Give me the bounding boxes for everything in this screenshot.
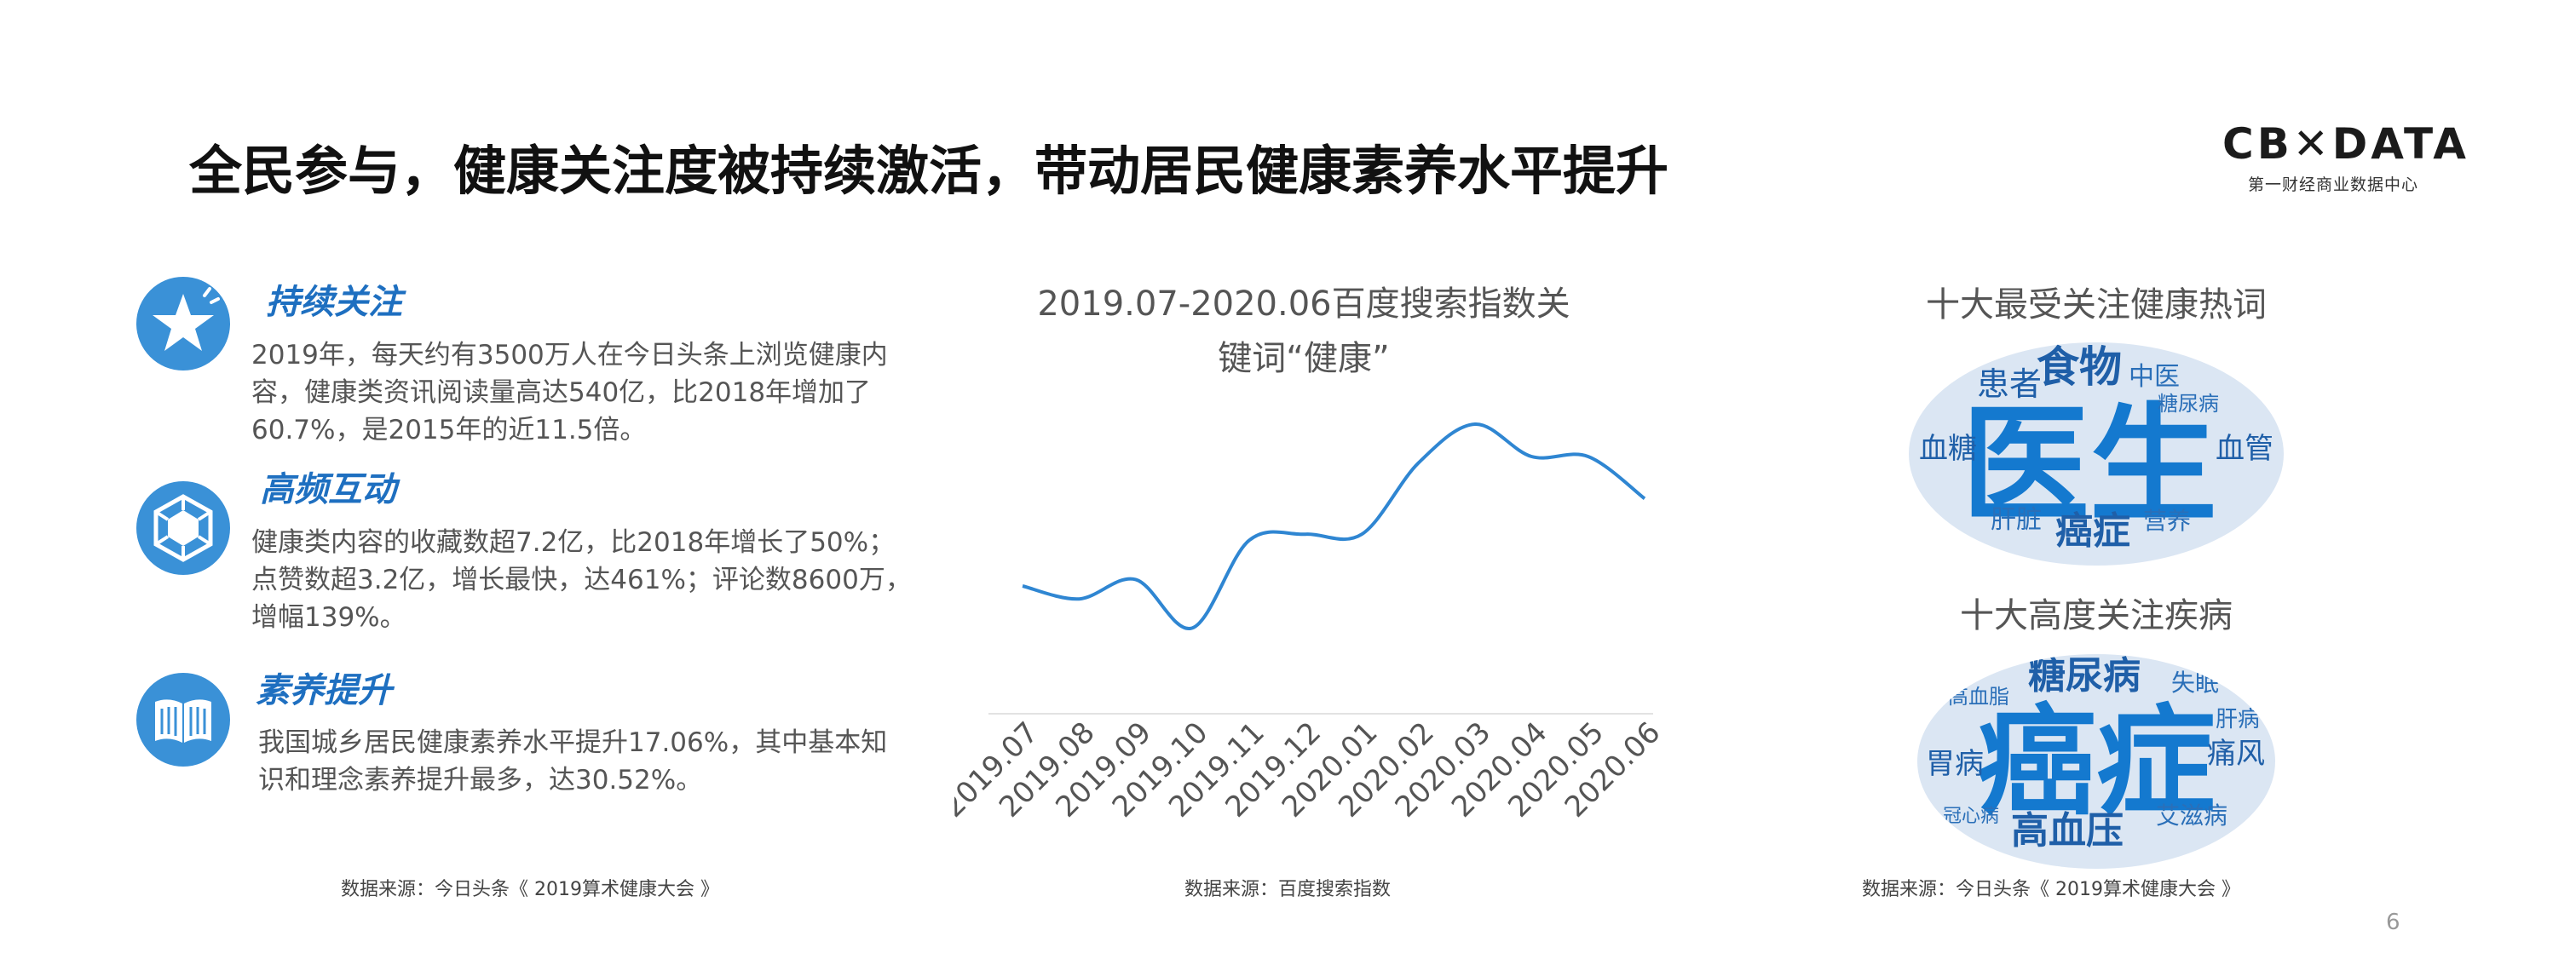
chart-title-line-1: 2019.07-2020.06百度搜索指数关 <box>1037 284 1570 324</box>
cloud-word: 高血脂 <box>1948 685 2009 709</box>
star-icon <box>136 277 230 370</box>
open-book-icon <box>136 673 230 767</box>
cloud-word: 食物 <box>2037 342 2122 392</box>
source-right: 数据来源：今日头条《 2019算术健康大会 》 <box>1862 879 2240 900</box>
cloud-word: 肝病 <box>2216 707 2261 732</box>
cloud-word: 失眠 <box>2171 669 2220 697</box>
cloud-word: 癌症 <box>1977 693 2216 832</box>
health-hotwords-word-cloud: 医生 食物 患者 中医 血糖 血管 癌症 营养 肝脏 糖尿病 <box>1909 342 2284 566</box>
cloud-word: 癌症 <box>2055 509 2130 553</box>
cloud-word: 营养 <box>2143 507 2192 535</box>
diseases-word-cloud: 癌症 糖尿病 高血压 痛风 胃病 肝病 失眠 高血脂 冠心病 艾滋病 <box>1917 654 2275 869</box>
logo-subtitle: 第一财经商业数据中心 <box>2247 175 2418 194</box>
source-left: 数据来源：今日头条《 2019算术健康大会 》 <box>341 879 719 900</box>
section-2-body: 健康类内容的收藏数超7.2亿，比2018年增长了50%；点赞数超3.2亿，增长最… <box>251 527 912 633</box>
cbndata-logo: CB✕DATA 第一财经商业数据中心 <box>2222 119 2469 195</box>
cloud-word: 中医 <box>2129 362 2180 392</box>
cloud-word: 痛风 <box>2207 737 2265 771</box>
cloud-word: 肝脏 <box>1991 505 2042 535</box>
page-number: 6 <box>2386 910 2400 935</box>
series-line <box>1022 422 1646 630</box>
word-cloud-2-title: 十大高度关注疾病 <box>1960 596 2233 635</box>
section-2-heading: 高频互动 <box>260 470 396 509</box>
section-1-body: 2019年，每天约有3500万人在今日头条上浏览健康内容，健康类资讯阅读量高达5… <box>251 340 888 445</box>
hexagon-network-icon <box>136 481 230 575</box>
logo-wordmark: CB✕DATA <box>2222 119 2469 169</box>
page-title: 全民参与，健康关注度被持续激活，带动居民健康素养水平提升 <box>189 140 1669 202</box>
cloud-word: 艾滋病 <box>2156 801 2228 830</box>
cloud-word: 血糖 <box>1919 432 1977 466</box>
search-index-line-chart: 2019.072019.082019.092019.102019.112019.… <box>954 422 1667 824</box>
cloud-word: 胃病 <box>1926 747 1984 781</box>
section-3-heading: 素养提升 <box>256 671 392 710</box>
source-middle: 数据来源：百度搜索指数 <box>1184 879 1392 900</box>
word-cloud-1-title: 十大最受关注健康热词 <box>1926 285 2267 325</box>
cloud-word: 冠心病 <box>1943 806 2000 827</box>
cloud-word: 医生 <box>1962 392 2218 540</box>
cloud-word: 糖尿病 <box>2028 654 2141 698</box>
section-1-heading: 持续关注 <box>266 283 402 322</box>
chart-title-line-2: 键词“健康” <box>1218 339 1390 378</box>
section-3-body: 我国城乡居民健康素养水平提升17.06%，其中基本知识和理念素养提升最多，达30… <box>258 727 888 796</box>
cloud-word: 糖尿病 <box>2158 392 2219 416</box>
cloud-word: 患者 <box>1977 365 2043 403</box>
cloud-word: 高血压 <box>2011 809 2124 853</box>
chart-title: 2019.07-2020.06百度搜索指数关 键词“健康” <box>1006 277 1602 386</box>
cloud-word: 血管 <box>2216 432 2273 466</box>
